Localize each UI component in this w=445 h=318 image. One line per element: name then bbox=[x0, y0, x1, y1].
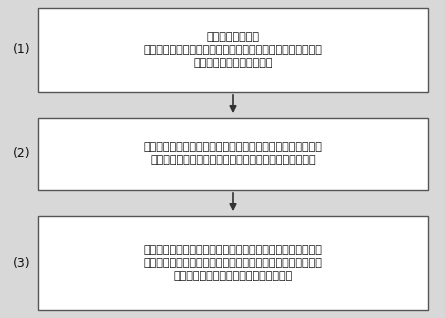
Text: 补充电池单体内部电芯的具体细节结构，重新建立电池单体热: 补充电池单体内部电芯的具体细节结构，重新建立电池单体热 bbox=[144, 245, 323, 255]
Text: (1): (1) bbox=[13, 44, 31, 57]
Text: 建立山多个锂离子: 建立山多个锂离子 bbox=[206, 32, 259, 42]
Text: 的某个电池单体及其周围相关结构的实体和传热状况信息: 的某个电池单体及其周围相关结构的实体和传热状况信息 bbox=[150, 156, 316, 165]
Bar bbox=[38, 118, 428, 190]
Bar bbox=[38, 8, 428, 92]
Bar bbox=[38, 216, 428, 310]
Text: 通过电池组系统热仿真分析模型及其计算结果，提取所需考察: 通过电池组系统热仿真分析模型及其计算结果，提取所需考察 bbox=[144, 142, 323, 153]
Text: 电池单体和相关冷却构件及约束构件组成的电池组系统的热仿: 电池单体和相关冷却构件及约束构件组成的电池组系统的热仿 bbox=[144, 45, 323, 55]
Text: 型的载荷和边界条件，最后进行数值计算: 型的载荷和边界条件，最后进行数值计算 bbox=[174, 271, 293, 281]
Text: 仿真分析模型，使用电池组热仿真分析结果提取的信息确定模: 仿真分析模型，使用电池组热仿真分析结果提取的信息确定模 bbox=[144, 258, 323, 268]
Text: 真分析模型并实现数值计算: 真分析模型并实现数值计算 bbox=[193, 58, 273, 68]
Text: (2): (2) bbox=[13, 148, 31, 161]
Text: (3): (3) bbox=[13, 257, 31, 269]
